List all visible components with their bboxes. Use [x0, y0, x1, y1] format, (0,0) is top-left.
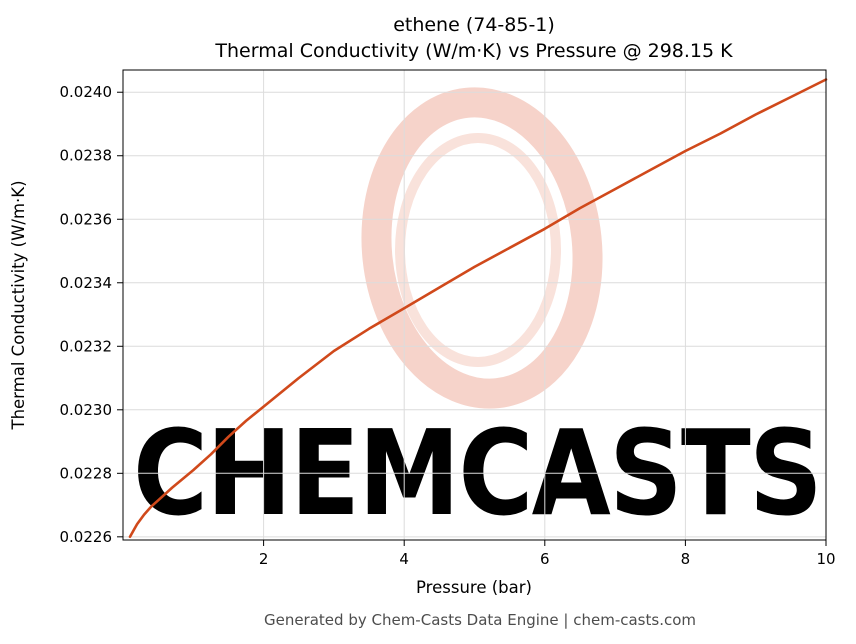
- watermark-logo-ring-icon: [361, 87, 603, 409]
- watermark-logo-inner-ring-icon: [395, 133, 561, 367]
- tick-layer: 2 4 6 8 10 0.0226 0.0228 0.0230 0.0232 0.0234 0.02…: [60, 83, 836, 568]
- footer-credit: Generated by Chem-Casts Data Engine | ch…: [264, 611, 696, 629]
- y-tick-label: 0.0240: [60, 83, 113, 101]
- y-tick-label: 0.0238: [60, 147, 113, 165]
- y-tick-label: 0.0234: [60, 274, 113, 292]
- grid-layer: [123, 70, 827, 540]
- y-tick-label: 0.0226: [60, 528, 113, 546]
- y-tick-label: 0.0230: [60, 401, 113, 419]
- watermark-layer: CHEMCASTS: [133, 87, 823, 542]
- y-tick-label: 0.0228: [60, 464, 113, 482]
- x-tick-label: 2: [259, 550, 269, 568]
- y-tick-label: 0.0236: [60, 210, 113, 228]
- x-tick-label: 4: [399, 550, 409, 568]
- chart-title-compound: ethene (74-85-1): [393, 14, 555, 36]
- y-tick-label: 0.0232: [60, 337, 113, 355]
- y-axis-label: Thermal Conductivity (W/m·K): [9, 180, 28, 430]
- x-tick-label: 6: [540, 550, 550, 568]
- plot-border: [122, 69, 827, 541]
- x-tick-label: 8: [681, 550, 691, 568]
- series-layer: [128, 78, 828, 539]
- x-axis-label: Pressure (bar): [416, 578, 532, 597]
- x-tick-label: 10: [816, 550, 835, 568]
- chart-title-main: Thermal Conductivity (W/m·K) vs Pressure…: [214, 40, 733, 62]
- data-line-thermal_conductivity_W_per_mK: [128, 78, 828, 539]
